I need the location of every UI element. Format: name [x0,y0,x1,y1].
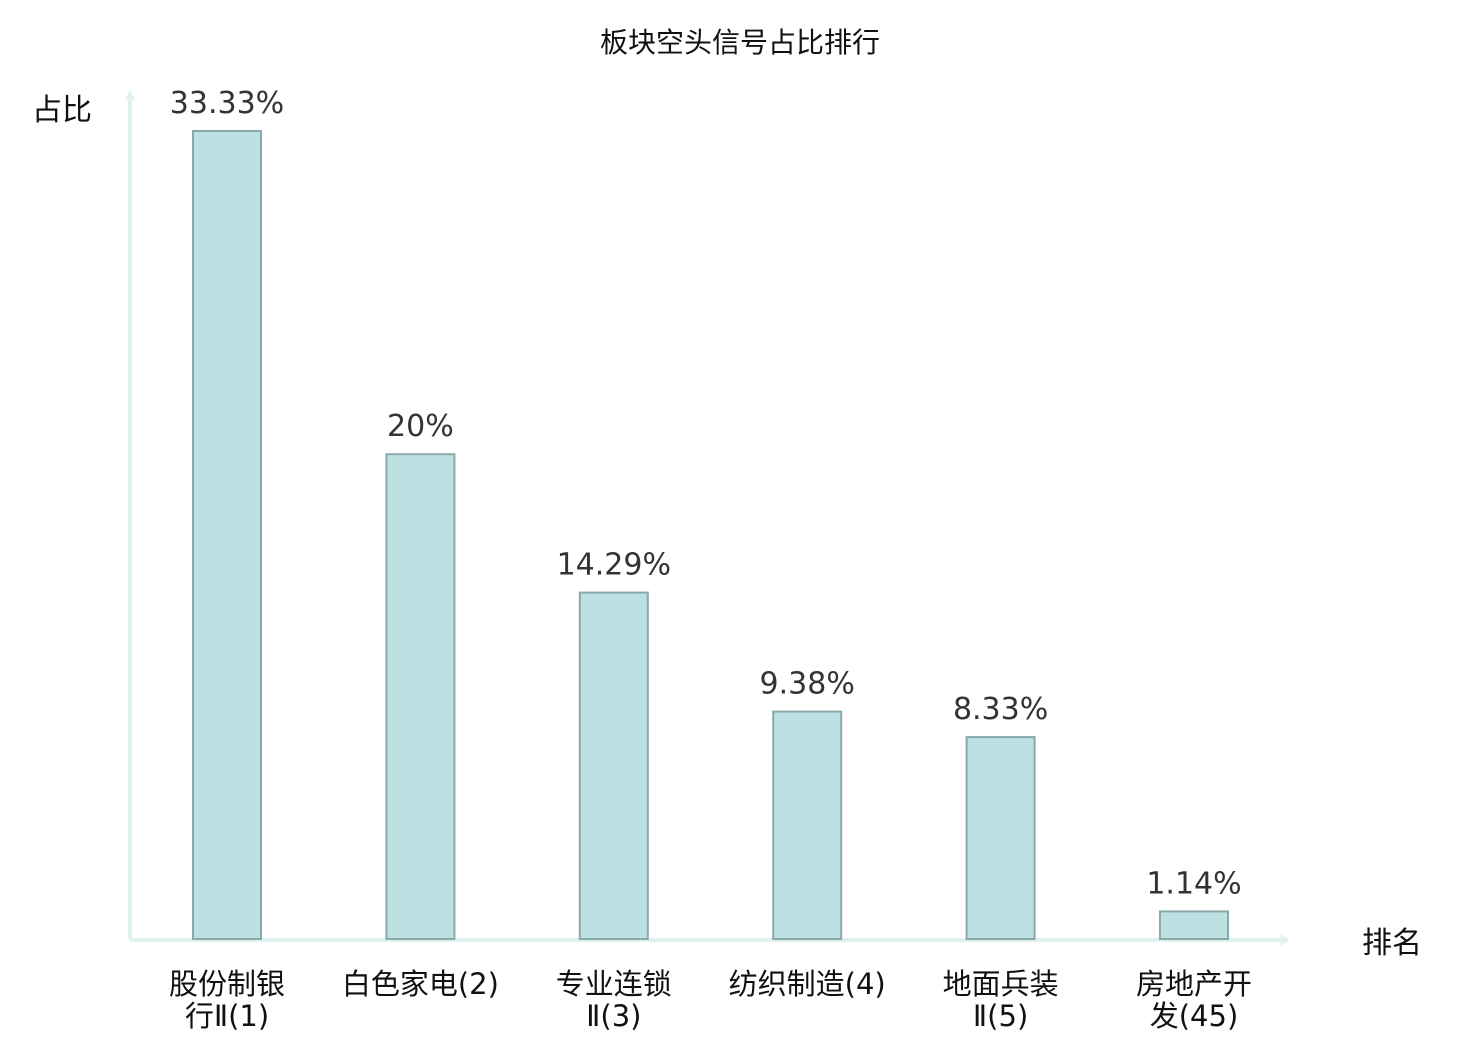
value-label-5: 8.33% [953,692,1048,727]
category-label-3: 专业连锁 Ⅱ(3) [556,967,672,1033]
category-label-6: 房地产开发(45) [1136,967,1252,1033]
value-label-3: 14.29% [557,548,671,583]
category-label-1: 股份制银行Ⅱ(1) [169,967,285,1033]
category-label-4: 纺织制造(4) [729,967,886,1001]
bar-1 [192,130,262,940]
x-axis-label: 排名 [1362,926,1422,961]
value-label-6: 1.14% [1146,866,1241,901]
bar-5 [965,736,1036,940]
value-label-1: 33.33% [170,86,284,121]
category-label-2: 白色家电(2) [342,967,499,1001]
value-label-4: 9.38% [760,667,855,702]
bar-3 [578,591,649,940]
bar-2 [385,453,456,940]
bars-group: 33.33% 股份制银行Ⅱ(1) 20% 白色家电(2) 14.29% 专业连锁 Ⅱ(3) 9… [169,86,1252,1033]
bar-4 [772,710,843,940]
category-label-5: 地面兵装 Ⅱ(5) [943,967,1059,1033]
y-axis-label: 占比 [32,93,92,128]
value-label-2: 20% [387,409,454,444]
chart-title: 板块空头信号占比排行 [600,26,880,59]
bar-6 [1159,910,1229,941]
